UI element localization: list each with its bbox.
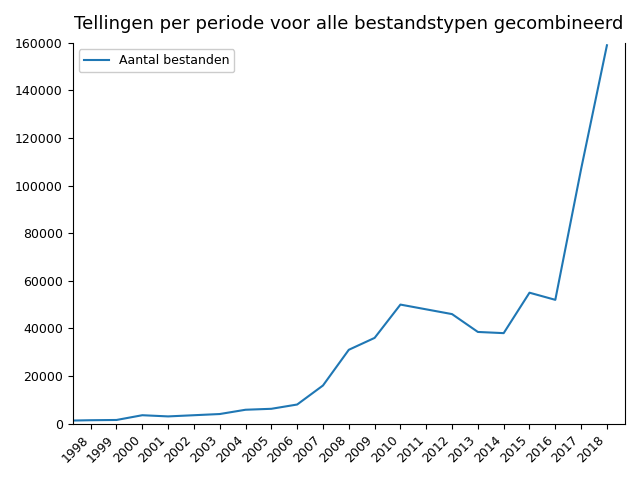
Aantal bestanden xyxy=(577,166,585,172)
Aantal bestanden xyxy=(319,383,327,388)
Aantal bestanden xyxy=(113,417,120,423)
Aantal bestanden xyxy=(61,418,68,423)
Legend: Aantal bestanden: Aantal bestanden xyxy=(79,49,234,72)
Aantal bestanden xyxy=(422,306,430,312)
Line: Aantal bestanden: Aantal bestanden xyxy=(65,45,607,420)
Aantal bestanden xyxy=(474,329,482,335)
Aantal bestanden xyxy=(268,406,275,412)
Aantal bestanden xyxy=(397,302,404,308)
Aantal bestanden xyxy=(525,290,533,296)
Aantal bestanden xyxy=(87,417,95,423)
Title: Tellingen per periode voor alle bestandstypen gecombineerd: Tellingen per periode voor alle bestands… xyxy=(74,15,623,33)
Aantal bestanden xyxy=(371,335,378,341)
Aantal bestanden xyxy=(293,402,301,408)
Aantal bestanden xyxy=(164,414,172,420)
Aantal bestanden xyxy=(552,297,559,303)
Aantal bestanden xyxy=(603,42,611,48)
Aantal bestanden xyxy=(345,347,353,353)
Aantal bestanden xyxy=(500,330,508,336)
Aantal bestanden xyxy=(448,311,456,317)
Aantal bestanden xyxy=(242,407,250,413)
Aantal bestanden xyxy=(190,412,198,418)
Aantal bestanden xyxy=(216,411,223,417)
Aantal bestanden xyxy=(138,412,146,418)
